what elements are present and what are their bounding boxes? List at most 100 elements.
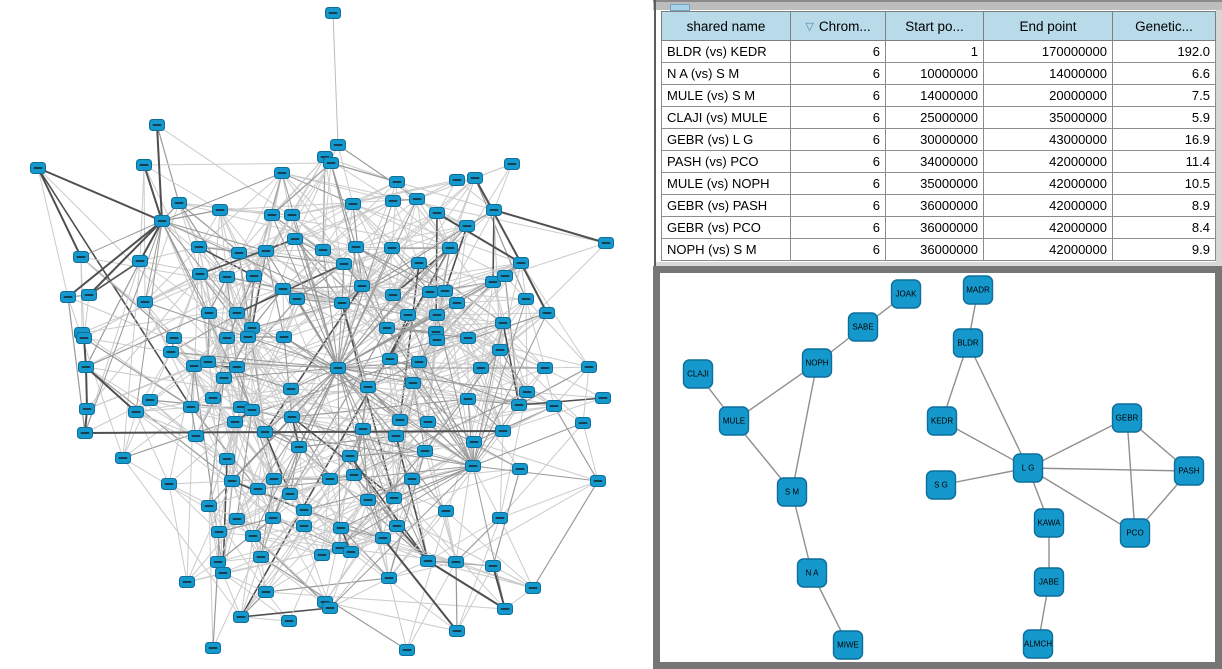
hub-edge[interactable]	[337, 247, 451, 369]
network-edge[interactable]	[456, 565, 494, 632]
network-edge[interactable]	[329, 577, 390, 609]
hub-edge[interactable]	[144, 220, 163, 303]
hub-edge[interactable]	[337, 314, 438, 369]
network-edge[interactable]	[85, 312, 210, 368]
hub-edge[interactable]	[472, 422, 584, 467]
network-edge[interactable]	[406, 322, 504, 651]
network-edge[interactable]	[298, 435, 397, 448]
network-edge[interactable]	[135, 406, 192, 413]
table-cell[interactable]: CLAJI (vs) MULE	[661, 106, 791, 129]
network-node-s-g[interactable]: S G	[925, 470, 957, 500]
table-cell[interactable]: 35000000	[983, 106, 1113, 129]
network-edge[interactable]	[290, 388, 469, 400]
table-cell[interactable]: 20000000	[983, 84, 1113, 107]
network-edge[interactable]	[553, 405, 599, 482]
network-edge[interactable]	[582, 366, 590, 424]
network-edge[interactable]	[399, 337, 469, 421]
network-edge[interactable]	[361, 285, 401, 421]
network-edge[interactable]	[339, 497, 395, 549]
network-node-joak[interactable]: JOAK	[890, 279, 922, 309]
hub-edge[interactable]	[322, 249, 339, 369]
network-edge[interactable]	[427, 560, 534, 589]
network-edge[interactable]	[389, 314, 409, 360]
dark-edge[interactable]	[84, 430, 504, 434]
table-cell[interactable]: 170000000	[983, 40, 1113, 63]
network-edge[interactable]	[168, 483, 188, 583]
dark-edge[interactable]	[139, 220, 163, 262]
network-edge[interactable]	[339, 547, 457, 563]
network-edge[interactable]	[544, 367, 555, 407]
hub-edge[interactable]	[467, 398, 474, 467]
table-cell[interactable]: 6	[790, 128, 886, 151]
network-edge[interactable]	[290, 388, 364, 430]
table-row[interactable]: BLDR (vs) KEDR 6 1 170000000 192.0	[661, 40, 1216, 63]
overview-network-view[interactable]	[0, 0, 653, 669]
network-edge[interactable]	[212, 397, 224, 574]
network-edge[interactable]	[260, 525, 305, 558]
network-edge[interactable]	[499, 349, 504, 432]
network-edge[interactable]	[80, 256, 175, 339]
network-edge[interactable]	[340, 527, 534, 589]
network-edge[interactable]	[168, 365, 195, 485]
network-edge[interactable]	[231, 480, 274, 519]
table-cell[interactable]: 14000000	[885, 84, 984, 107]
network-edge[interactable]	[392, 200, 420, 264]
network-edge[interactable]	[251, 336, 285, 411]
network-edge[interactable]	[322, 162, 332, 251]
network-edge[interactable]	[1126, 417, 1136, 534]
network-edge[interactable]	[173, 336, 249, 339]
network-edge[interactable]	[135, 397, 214, 413]
network-edge[interactable]	[349, 441, 475, 457]
table-cell[interactable]: 35000000	[885, 172, 984, 195]
hub-edge[interactable]	[80, 220, 163, 258]
network-edge[interactable]	[81, 200, 394, 334]
network-edge[interactable]	[455, 517, 501, 563]
network-edge[interactable]	[298, 446, 447, 512]
network-node-madr[interactable]: MADR	[962, 275, 994, 305]
network-edge[interactable]	[1027, 467, 1136, 534]
network-edge[interactable]	[252, 535, 323, 556]
network-edge[interactable]	[341, 302, 395, 499]
network-edge[interactable]	[271, 162, 332, 216]
table-row[interactable]: GEBR (vs) PCO 6 36000000 42000000 8.4	[661, 216, 1216, 239]
network-edge[interactable]	[271, 214, 451, 249]
network-edge[interactable]	[472, 262, 522, 467]
network-edge[interactable]	[238, 181, 398, 254]
scrollbar-thumb[interactable]	[670, 4, 690, 11]
network-edge[interactable]	[217, 527, 342, 563]
network-edge[interactable]	[223, 262, 522, 379]
network-edge[interactable]	[198, 209, 221, 248]
network-edge[interactable]	[393, 497, 457, 563]
network-edge[interactable]	[282, 285, 363, 290]
network-node-miwe[interactable]: MIWE	[832, 630, 864, 660]
network-edge[interactable]	[198, 246, 255, 277]
network-edge[interactable]	[467, 337, 555, 407]
network-edge[interactable]	[231, 409, 253, 482]
network-edge[interactable]	[350, 551, 458, 632]
network-edge[interactable]	[382, 537, 390, 579]
network-edge[interactable]	[321, 478, 331, 556]
network-edge[interactable]	[219, 209, 284, 290]
table-row[interactable]: MULE (vs) S M 6 14000000 20000000 7.5	[661, 84, 1216, 107]
table-cell[interactable]: 6	[790, 106, 886, 129]
network-edge[interactable]	[240, 607, 331, 618]
network-edge[interactable]	[135, 411, 228, 460]
network-edge[interactable]	[190, 406, 259, 490]
table-row[interactable]: GEBR (vs) L G 6 30000000 43000000 16.9	[661, 128, 1216, 151]
network-edge[interactable]	[190, 365, 195, 408]
hub-edge[interactable]	[337, 361, 420, 369]
hub-edge[interactable]	[337, 367, 414, 384]
hub-edge[interactable]	[337, 367, 341, 549]
network-edge[interactable]	[149, 399, 259, 490]
long-edge[interactable]	[332, 12, 339, 146]
dark-edge[interactable]	[37, 167, 82, 258]
dark-edge[interactable]	[382, 537, 458, 632]
network-node-mule[interactable]: MULE	[718, 406, 750, 436]
network-edge[interactable]	[337, 144, 354, 205]
hub-edge[interactable]	[294, 238, 339, 369]
table-cell[interactable]: 10.5	[1112, 172, 1216, 195]
table-cell[interactable]: 11.4	[1112, 150, 1216, 173]
network-edge[interactable]	[84, 399, 151, 434]
network-edge[interactable]	[81, 312, 210, 334]
network-edge[interactable]	[399, 419, 474, 467]
